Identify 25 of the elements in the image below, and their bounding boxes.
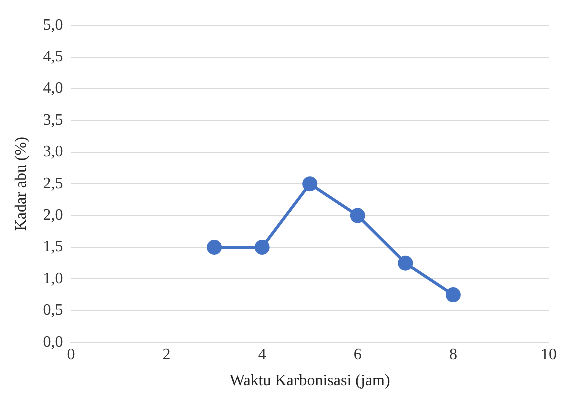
y-tick-label: 5,0 [43, 16, 64, 34]
point [350, 208, 366, 224]
x-tick-label: 8 [449, 346, 458, 364]
point [254, 240, 270, 255]
y-tick-label: 1,0 [43, 270, 64, 288]
x-axis-title: Waktu Karbonisasi (jam) [230, 372, 390, 390]
x-tick-label: 4 [258, 346, 266, 364]
x-tick-label: 10 [541, 346, 557, 364]
point [446, 288, 461, 303]
y-tick-label: 1,5 [43, 238, 64, 256]
y-tick-label: 3,0 [43, 144, 64, 161]
point [398, 256, 414, 271]
y-tick-label: 0,5 [43, 302, 64, 320]
y-tick-label: 4,0 [43, 80, 64, 98]
y-axis-title: Kadar abu (%) [12, 137, 30, 232]
y-tick-label: 3,5 [43, 112, 64, 129]
x-tick-label: 6 [354, 346, 362, 364]
y-tick-label: 4,5 [43, 48, 64, 66]
y-tick-label: 2,5 [43, 175, 64, 192]
x-tick-label: 0 [67, 346, 76, 364]
point [302, 176, 318, 192]
y-tick-label: 2,0 [43, 207, 64, 224]
y-tick-label: 0,0 [43, 334, 64, 351]
x-tick-label: 2 [162, 346, 171, 364]
point [207, 240, 222, 255]
